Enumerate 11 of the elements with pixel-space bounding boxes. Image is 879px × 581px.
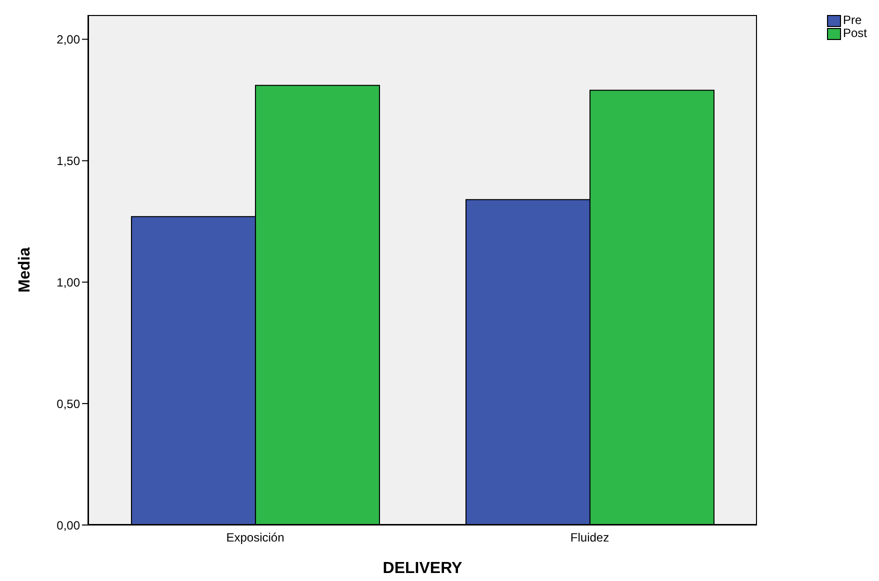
y-tick-label: 0,50: [56, 396, 80, 411]
y-tick-label: 2,00: [56, 32, 80, 47]
y-tick-label: 0,00: [56, 518, 80, 532]
legend-label: Post: [842, 26, 867, 40]
x-axis-title: DELIVERY: [382, 560, 463, 577]
x-tick-label: Fluidez: [570, 530, 610, 545]
legend-label: Pre: [842, 13, 862, 27]
y-tick-label: 1,00: [56, 275, 80, 290]
y-axis-title: Media: [16, 247, 34, 293]
y-tick-label: 1,50: [56, 154, 80, 168]
x-tick-label: Exposición: [226, 530, 284, 545]
